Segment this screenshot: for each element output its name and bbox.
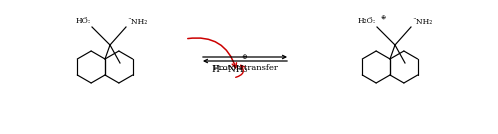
Text: ⊕: ⊕ xyxy=(380,14,385,20)
Text: H—NH₃: H—NH₃ xyxy=(212,64,248,74)
Text: H₂Ö:: H₂Ö: xyxy=(358,17,376,25)
Text: HÖ:: HÖ: xyxy=(76,17,91,25)
Text: ¨NH₂: ¨NH₂ xyxy=(127,18,147,26)
Text: ⊕: ⊕ xyxy=(241,53,247,61)
Text: Proton transfer: Proton transfer xyxy=(213,64,277,72)
Text: ¨NH₂: ¨NH₂ xyxy=(412,18,432,26)
